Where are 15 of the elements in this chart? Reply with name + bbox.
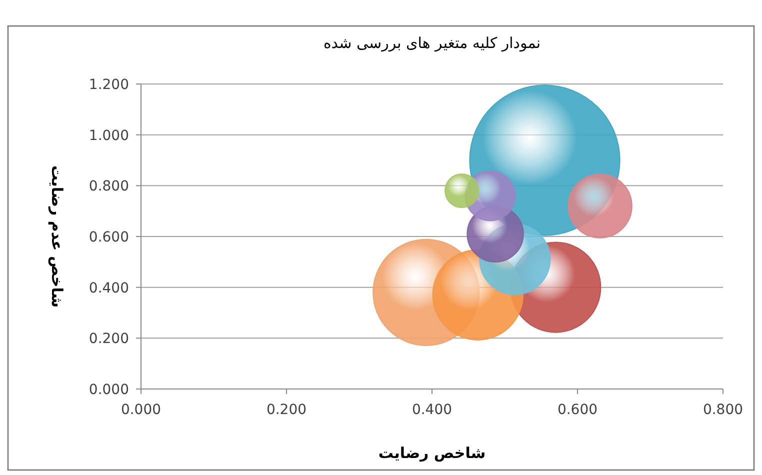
y-tick-label: 0.600 xyxy=(88,230,129,246)
y-tick-label: 0.200 xyxy=(88,331,129,348)
x-tick-label: 0.400 xyxy=(412,402,452,418)
y-tick-label: 1.000 xyxy=(88,128,129,144)
y-tick-label: 1.200 xyxy=(88,77,129,93)
x-axis-title: شاخص رضایت xyxy=(378,444,486,462)
y-tick-label: 0.400 xyxy=(88,280,129,296)
x-tick-label: 0.600 xyxy=(557,402,598,418)
chart-title: نمودار کلیه متغیر های بررسی شده xyxy=(323,34,541,52)
x-tick-label: 0.200 xyxy=(266,402,307,418)
x-tick-label: 0.800 xyxy=(702,402,744,418)
x-tick-label: 0.000 xyxy=(120,402,162,418)
y-tick-label: 0.000 xyxy=(88,382,129,398)
y-axis-title: شاخص عدم رضایت xyxy=(48,165,66,308)
y-tick-label: 0.800 xyxy=(88,178,129,195)
